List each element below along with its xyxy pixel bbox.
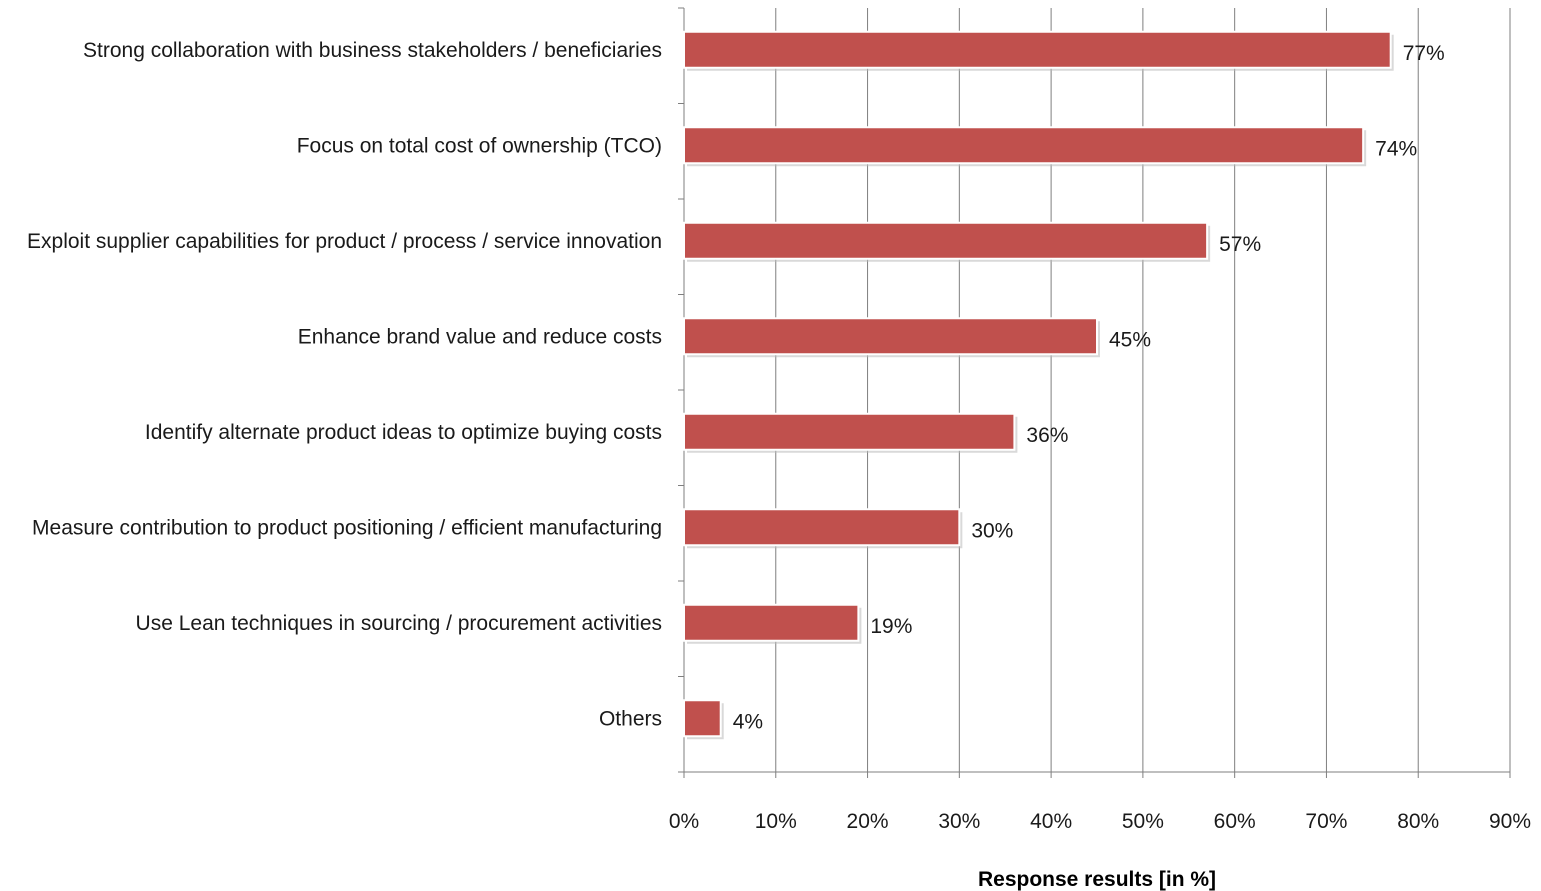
x-tick-label: 70% — [1305, 810, 1347, 833]
x-tick-label: 0% — [669, 810, 699, 833]
value-label: 57% — [1219, 233, 1261, 256]
bar-8 — [683, 699, 722, 738]
bar-5 — [683, 412, 1016, 451]
x-tick-label: 60% — [1214, 810, 1256, 833]
x-axis-title: Response results [in %] — [978, 868, 1216, 891]
x-tick-label: 40% — [1030, 810, 1072, 833]
gridlines — [775, 8, 1511, 772]
bar-4 — [683, 317, 1098, 356]
category-label: Enhance brand value and reduce costs — [298, 325, 662, 348]
value-label: 74% — [1375, 137, 1417, 160]
x-tick-label: 90% — [1489, 810, 1531, 833]
category-label: Strong collaboration with business stake… — [83, 39, 662, 62]
value-label: 19% — [870, 615, 912, 638]
value-label: 45% — [1109, 328, 1151, 351]
value-label: 30% — [971, 519, 1013, 542]
value-label: 36% — [1026, 424, 1068, 447]
category-label: Others — [599, 707, 662, 730]
bar-6 — [683, 508, 961, 547]
x-tick-label: 50% — [1122, 810, 1164, 833]
x-tick-label: 80% — [1397, 810, 1439, 833]
bar-3 — [683, 221, 1209, 260]
category-label: Focus on total cost of ownership (TCO) — [297, 134, 662, 157]
category-label: Exploit supplier capabilities for produc… — [27, 230, 662, 253]
bars — [683, 30, 1394, 740]
value-label: 4% — [733, 710, 763, 733]
category-label: Identify alternate product ideas to opti… — [145, 421, 662, 444]
bar-1 — [683, 30, 1392, 69]
x-tick-label: 10% — [755, 810, 797, 833]
value-label: 77% — [1403, 42, 1445, 65]
labels: 0% 10% 20% 30% 40% 50% 60% 70% 80% 90% Strong coll… — [27, 39, 1531, 833]
bar-7 — [683, 603, 860, 642]
x-tick-label: 30% — [938, 810, 980, 833]
axes — [678, 7, 1511, 778]
category-label: Use Lean techniques in sourcing / procur… — [136, 612, 662, 635]
bar-2 — [683, 126, 1365, 165]
category-label: Measure contribution to product position… — [32, 516, 662, 539]
x-tick-label: 20% — [847, 810, 889, 833]
